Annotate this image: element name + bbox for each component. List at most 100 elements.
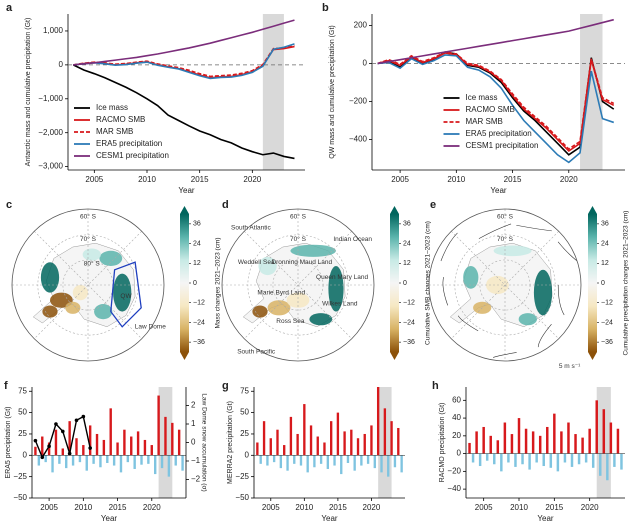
legend-label: RACMO SMB — [96, 115, 145, 124]
bar — [309, 425, 313, 456]
bar — [577, 453, 581, 465]
anomaly-patch — [42, 305, 58, 318]
bar — [553, 413, 556, 454]
y-tick-label: 0 — [363, 59, 368, 68]
y-tick-label: −40 — [447, 484, 461, 493]
bar — [256, 442, 259, 456]
bar — [88, 425, 92, 456]
legend-label: RACMO SMB — [466, 105, 515, 114]
y-axis-label: RACMO precipitation (Gt) — [439, 403, 446, 483]
y-tick-label: 1,000 — [43, 26, 64, 35]
series-line — [73, 45, 295, 78]
bar — [591, 453, 595, 468]
legend-label: MAR SMB — [466, 117, 503, 126]
series-line — [377, 51, 615, 151]
bar — [75, 438, 78, 456]
bar — [157, 395, 160, 456]
wind-streamline — [516, 224, 552, 232]
series-line — [73, 19, 295, 66]
legend-label: Ice mass — [466, 93, 498, 102]
map-label: QW — [120, 293, 132, 300]
series-line — [72, 64, 295, 160]
bar — [524, 428, 528, 454]
y-tick-label: 25 — [18, 429, 27, 438]
y-tick-label: 0 — [245, 450, 250, 459]
map-label: Indian Ocean — [333, 236, 372, 243]
map-label: 80° S — [84, 259, 101, 267]
bar — [393, 455, 397, 468]
y-tick-label: 0 — [23, 450, 28, 459]
colorbar-tick-label: 24 — [601, 240, 609, 247]
bar — [167, 455, 171, 477]
y2-point — [81, 414, 86, 419]
bar — [336, 412, 340, 456]
bar — [316, 436, 319, 456]
anomaly-patch — [493, 245, 532, 257]
map-label: 70° S — [290, 235, 307, 243]
y-tick-label: −50 — [235, 493, 249, 502]
bar — [376, 387, 380, 456]
colorbar-tick-label: −12 — [193, 300, 205, 307]
legend-label: CESM1 precipitation — [466, 141, 539, 150]
bar — [85, 455, 88, 471]
bar — [262, 421, 266, 456]
bar — [485, 453, 489, 461]
wind-streamline — [457, 315, 479, 332]
bar — [478, 453, 482, 467]
map — [429, 209, 581, 361]
y-tick-label: 40 — [452, 413, 461, 422]
bar — [510, 434, 514, 454]
bar — [136, 431, 140, 456]
series-line — [377, 51, 615, 156]
bar — [616, 428, 620, 454]
wind-streamline — [442, 277, 448, 306]
bar — [538, 435, 542, 454]
colorbar-tick-label: −24 — [601, 319, 613, 326]
bar — [326, 455, 329, 469]
y2-point — [67, 451, 72, 456]
map — [12, 209, 164, 361]
y-tick-label: 60 — [452, 395, 461, 404]
y-tick-label: 20 — [452, 431, 461, 440]
colorbar-tick-label: 0 — [193, 280, 197, 287]
x-axis-label: Year — [178, 186, 195, 195]
bar — [602, 409, 606, 454]
y2-tick-label: 2 — [191, 401, 196, 410]
y-tick-label: −3,000 — [38, 162, 63, 171]
colorbar-tick-label: −36 — [193, 339, 205, 346]
bar — [356, 438, 360, 456]
bar — [531, 431, 535, 454]
y-axis-label: ERA5 precipitation (Gt) — [5, 407, 12, 479]
bar — [333, 455, 336, 466]
bar — [330, 421, 333, 456]
bar — [296, 433, 299, 456]
panel-letter: d — [222, 199, 229, 211]
y2-point — [54, 422, 58, 426]
bar — [387, 455, 390, 477]
anomaly-patch — [113, 273, 132, 312]
anomaly-patch — [40, 262, 60, 293]
bar — [507, 453, 510, 463]
series-line — [377, 54, 615, 164]
y2-tick-label: 1 — [191, 419, 196, 428]
x-axis-label: Year — [321, 514, 338, 523]
bar — [521, 453, 524, 465]
y2-tick-label: −2 — [191, 475, 201, 484]
bar — [283, 445, 286, 456]
bar — [102, 439, 106, 456]
map-label: Dronning Maud Land — [271, 259, 332, 266]
colorbar-tick-label: 24 — [193, 240, 201, 247]
map-label: 60° S — [497, 212, 514, 220]
map-label: 5 m s⁻¹ — [559, 363, 581, 370]
colorbar-end — [390, 352, 399, 360]
y2-tick-label: −1 — [191, 456, 201, 465]
anomaly-patch — [518, 313, 537, 326]
bar — [123, 429, 126, 456]
y-tick-label: 0 — [457, 449, 462, 458]
bar — [360, 455, 363, 466]
legend-label: MAR SMB — [96, 127, 133, 136]
bar — [599, 453, 602, 476]
bar — [47, 442, 51, 456]
bar — [154, 455, 157, 475]
